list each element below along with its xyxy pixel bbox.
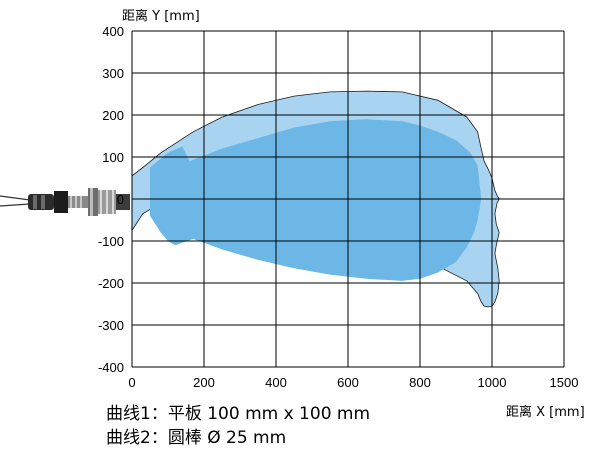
legend-item-curve-2: 曲线2：圆棒 Ø 25 mm xyxy=(106,428,287,448)
legend-item-curve-1: 曲线1：平板 100 mm x 100 mm xyxy=(106,404,371,424)
x-tick-label: 1500 xyxy=(550,375,579,390)
y-tick-label: 300 xyxy=(102,66,124,81)
x-tick-label: 1000 xyxy=(478,375,507,390)
y-tick-label: -300 xyxy=(98,318,124,333)
sensor-cable-icon xyxy=(0,188,130,216)
y-tick-label: -100 xyxy=(98,234,124,249)
y-tick-label: 0 xyxy=(117,192,124,207)
y-tick-label: 400 xyxy=(102,24,124,39)
x-tick-label: 400 xyxy=(265,375,287,390)
axis-tick-labels: 0 200 400 600 800 1000 15004003002001000-100-2… xyxy=(98,24,578,390)
y-tick-label: 200 xyxy=(102,108,124,123)
y-tick-label: 100 xyxy=(102,150,124,165)
y-tick-label: -400 xyxy=(98,360,124,375)
x-axis-label: 距离 X [mm] xyxy=(506,404,585,420)
y-tick-label: -200 xyxy=(98,276,124,291)
x-tick-label: 0 xyxy=(128,375,135,390)
y-axis-label: 距离 Y [mm] xyxy=(122,8,200,24)
x-tick-label: 800 xyxy=(409,375,431,390)
grid-lines xyxy=(131,30,565,368)
zone-series-2 xyxy=(150,119,482,281)
x-tick-label: 600 xyxy=(337,375,359,390)
x-tick-label: 200 xyxy=(193,375,215,390)
